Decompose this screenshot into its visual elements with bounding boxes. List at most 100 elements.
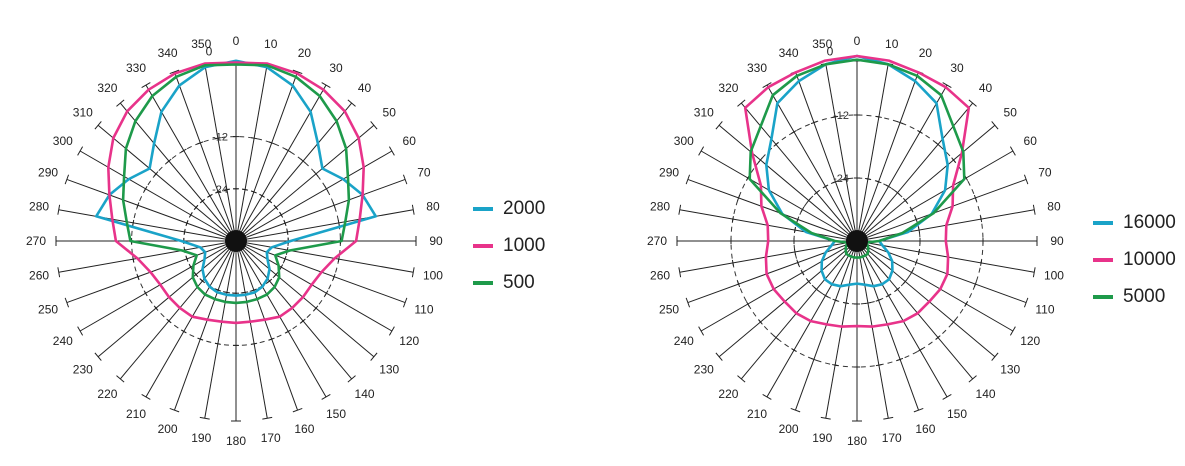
spoke-cap <box>942 393 952 400</box>
spoke-cap <box>94 352 102 361</box>
spoke-line <box>204 63 237 242</box>
angle-label: 110 <box>414 302 433 316</box>
spoke-tick <box>207 193 213 198</box>
spoke-cap <box>685 174 691 185</box>
angle-label: 190 <box>812 431 832 445</box>
series-line-10000 <box>743 54 971 328</box>
spoke-tick <box>875 298 882 302</box>
spoke-tick <box>143 185 148 192</box>
angle-label: 160 <box>915 422 935 436</box>
angle-label: 100 <box>1044 269 1064 283</box>
ring-label: -12 <box>833 110 849 122</box>
spoke-line <box>856 150 1014 242</box>
spoke-tick <box>199 278 206 284</box>
angle-label: 30 <box>329 61 343 75</box>
angle-label: 140 <box>355 387 375 401</box>
spoke-tick <box>843 302 850 305</box>
angle-label-extra: 0 <box>827 44 834 58</box>
spoke-cap <box>737 99 746 107</box>
legend-label: 1000 <box>503 234 546 256</box>
spoke-tick <box>917 348 923 353</box>
spoke-cap <box>57 204 61 215</box>
spoke-tick <box>268 337 275 341</box>
spoke-tick <box>737 281 741 288</box>
spoke-tick <box>283 255 287 262</box>
legend-item: 1000 <box>473 227 545 264</box>
spoke-tick <box>914 259 918 266</box>
spoke-tick <box>980 216 983 223</box>
angle-label: 300 <box>674 134 694 148</box>
angle-label: 190 <box>191 431 211 445</box>
spoke-tick <box>242 291 249 294</box>
spoke-tick <box>250 288 257 292</box>
spoke-tick <box>136 273 140 280</box>
angle-label: 0 <box>854 34 861 48</box>
spoke-line <box>235 150 393 242</box>
angle-label-extra: 0 <box>206 44 213 58</box>
spoke-tick <box>897 121 904 125</box>
spoke-cap <box>1032 204 1036 215</box>
spoke-line <box>97 240 237 358</box>
spoke-tick <box>864 302 871 305</box>
polar-chart-left: 0 10 20 30 40 50 60 70 80 90 100 110 120 130 140 150 160… <box>26 34 443 448</box>
spoke-tick <box>193 204 199 211</box>
spoke-tick <box>731 216 734 223</box>
spoke-line <box>856 124 996 242</box>
spoke-tick <box>917 129 923 134</box>
angle-label: 260 <box>29 269 49 283</box>
spoke-tick <box>773 335 779 340</box>
spoke-tick <box>813 190 820 196</box>
spoke-tick <box>199 198 206 204</box>
spoke-tick <box>166 318 172 324</box>
spoke-tick <box>266 198 273 204</box>
spoke-cap <box>698 326 705 336</box>
angle-label: 320 <box>718 81 738 95</box>
spoke-tick <box>832 364 839 367</box>
spoke-line <box>79 150 237 242</box>
spoke-tick <box>810 357 817 361</box>
spoke-cap <box>1023 174 1029 185</box>
angle-label: 120 <box>1020 334 1040 348</box>
spoke-cap <box>94 121 102 130</box>
spoke-cap <box>169 69 180 75</box>
spoke-line <box>825 240 858 419</box>
spoke-line <box>235 240 414 273</box>
angle-label: 310 <box>73 105 93 119</box>
spoke-line <box>235 63 268 242</box>
spoke-tick <box>273 271 279 278</box>
spoke-tick <box>166 158 172 164</box>
spoke-cap <box>292 407 303 413</box>
spoke-tick <box>832 115 839 118</box>
spoke-tick <box>902 278 908 285</box>
spoke-cap <box>991 352 999 361</box>
angle-label: 300 <box>53 134 73 148</box>
spoke-tick <box>758 157 763 163</box>
spoke-line <box>235 240 393 332</box>
spoke-tick <box>337 256 340 263</box>
legend-swatch <box>473 243 493 248</box>
angle-label: 20 <box>919 46 933 60</box>
spoke-tick <box>332 202 336 209</box>
spoke-cap <box>57 267 61 278</box>
spoke-tick <box>832 180 839 184</box>
angle-label: 10 <box>264 37 278 51</box>
spoke-tick <box>773 142 779 147</box>
spoke-tick <box>197 337 204 341</box>
spoke-tick <box>266 278 273 284</box>
angle-label: 50 <box>1004 105 1018 119</box>
spoke-line <box>235 240 353 380</box>
legend-label: 10000 <box>1123 248 1176 270</box>
angle-label: 30 <box>950 61 964 75</box>
spoke-line <box>58 240 237 273</box>
spoke-tick <box>843 177 850 180</box>
spoke-cap <box>347 99 356 107</box>
angle-label: 110 <box>1035 302 1054 316</box>
spoke-cap <box>321 393 331 400</box>
legend-item: 5000 <box>1093 278 1176 315</box>
spoke-tick <box>300 318 306 324</box>
spoke-tick <box>136 202 140 209</box>
angle-label: 310 <box>694 105 714 119</box>
spoke-tick <box>279 212 284 218</box>
ring-label: -12 <box>212 132 228 144</box>
legend-label: 16000 <box>1123 211 1176 233</box>
